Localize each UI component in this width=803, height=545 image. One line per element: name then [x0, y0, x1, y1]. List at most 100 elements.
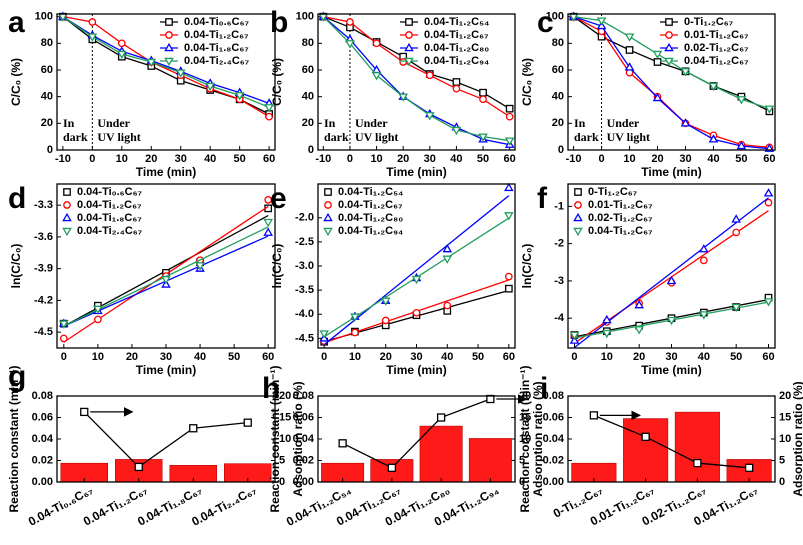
y-tick-label: 20 [552, 117, 564, 129]
y-tick-label: -3.5 [295, 284, 314, 296]
marker [404, 57, 414, 67]
marker [345, 40, 355, 49]
annotation: Under [607, 116, 640, 130]
x-tick-label: -10 [566, 153, 582, 165]
legend-label: 0.04-Ti₁.₂C₈₀ [424, 42, 489, 54]
marker [574, 201, 582, 209]
marker [436, 413, 446, 422]
x-tick-label: 50 [730, 351, 742, 363]
marker [574, 188, 582, 196]
y-tick-label: 40 [302, 91, 314, 103]
y-tick-label: 0 [308, 144, 314, 156]
annotation: UV light [607, 130, 650, 144]
x-tick-label: 0 [61, 351, 67, 363]
x-tick-label: 20 [633, 351, 645, 363]
y-tick-label: 20 [41, 117, 53, 129]
marker [380, 297, 391, 306]
marker [744, 463, 754, 472]
marker [680, 68, 691, 77]
x-tick-label: 40 [698, 351, 710, 363]
marker [346, 18, 354, 26]
y2-tick-label: 10 [279, 433, 291, 445]
x-tick-label: 20 [126, 351, 138, 363]
x-tick-label: 30 [665, 351, 677, 363]
x-tick-label: 10 [349, 351, 361, 363]
marker [398, 93, 408, 102]
y-tick-label: -3.3 [34, 199, 53, 211]
series-line [573, 16, 770, 110]
marker [624, 62, 635, 71]
y-tick-label: -3.6 [34, 231, 53, 243]
marker [625, 46, 634, 54]
series-line [323, 16, 511, 118]
y-tick-label: 0 [558, 144, 564, 156]
annotation: In [574, 116, 586, 130]
marker [350, 313, 360, 322]
legend-label: 0.04-Ti₁.₂C₆₇ [184, 29, 248, 41]
x-tick-label: 0 [321, 351, 327, 363]
legend-label: 0-Ti₁.₂C₆₇ [684, 16, 733, 28]
marker [405, 18, 413, 26]
panel-letter: i [540, 372, 548, 405]
marker [731, 303, 741, 313]
plot-frame [317, 13, 516, 151]
marker [265, 112, 273, 121]
legend-label: 0.04-Ti₁.₂C₉₄ [338, 225, 403, 237]
marker [205, 82, 215, 92]
x-tick-label: 20 [397, 153, 409, 165]
annotation: Under [97, 116, 130, 130]
marker [372, 39, 381, 48]
marker [693, 458, 702, 468]
marker [195, 262, 205, 271]
x-tick-label: 10 [370, 153, 382, 165]
marker [63, 188, 71, 196]
x-tick-label: 60 [504, 153, 516, 165]
marker [569, 331, 580, 341]
legend-label: 0.04-Ti₁.₂C₆₇ [424, 29, 488, 41]
marker [59, 334, 68, 343]
legend-label: 0.04-Ti₂.₄C₆₇ [77, 225, 142, 237]
marker [479, 95, 487, 104]
x-tick-label: 40 [441, 351, 453, 363]
y-tick-label: 0.06 [543, 411, 564, 423]
y2-axis-label: Adsorption ratio (%) [531, 381, 545, 496]
marker [425, 71, 434, 80]
x-tick-label: 30 [410, 351, 422, 363]
y-tick-label: 0.04 [543, 433, 565, 445]
y2-tick-label: 15 [779, 411, 791, 423]
x-tick-label: 0 [347, 153, 353, 165]
annotation: dark [63, 130, 88, 144]
annotation: dark [574, 130, 599, 144]
marker [653, 58, 662, 66]
x-tick-label: 20 [145, 153, 157, 165]
x-tick-label: 20 [380, 351, 392, 363]
y-axis-label: C/C₀ (%) [270, 58, 284, 106]
y-tick-label: 0.04 [293, 433, 315, 445]
marker [62, 227, 72, 237]
x-tick-label: 60 [503, 351, 515, 363]
bar [419, 425, 463, 483]
marker [264, 196, 273, 204]
marker [134, 462, 143, 472]
y-tick-label: 0 [47, 144, 53, 156]
legend-label: 0.04-Ti₁.₂C₅₄ [424, 16, 489, 28]
marker [652, 92, 663, 102]
marker [504, 272, 513, 281]
plot-frame [56, 183, 276, 349]
x-tick-label: 40 [450, 153, 462, 165]
marker [94, 315, 102, 324]
marker [624, 33, 635, 42]
marker [478, 133, 488, 142]
marker [387, 463, 397, 472]
x-tick-label: 40 [707, 153, 719, 165]
y-axis-label: ln(C/C₀) [9, 244, 23, 289]
annotation: Under [355, 116, 388, 130]
annotation: UV light [97, 130, 140, 144]
y-tick-label: -2 [554, 238, 564, 250]
x-tick-label: 0 [89, 153, 95, 165]
y2-axis-label: Adsorption ratio (%) [791, 381, 803, 496]
marker [573, 212, 583, 222]
marker [117, 50, 127, 60]
marker [664, 57, 674, 67]
marker [504, 212, 514, 221]
